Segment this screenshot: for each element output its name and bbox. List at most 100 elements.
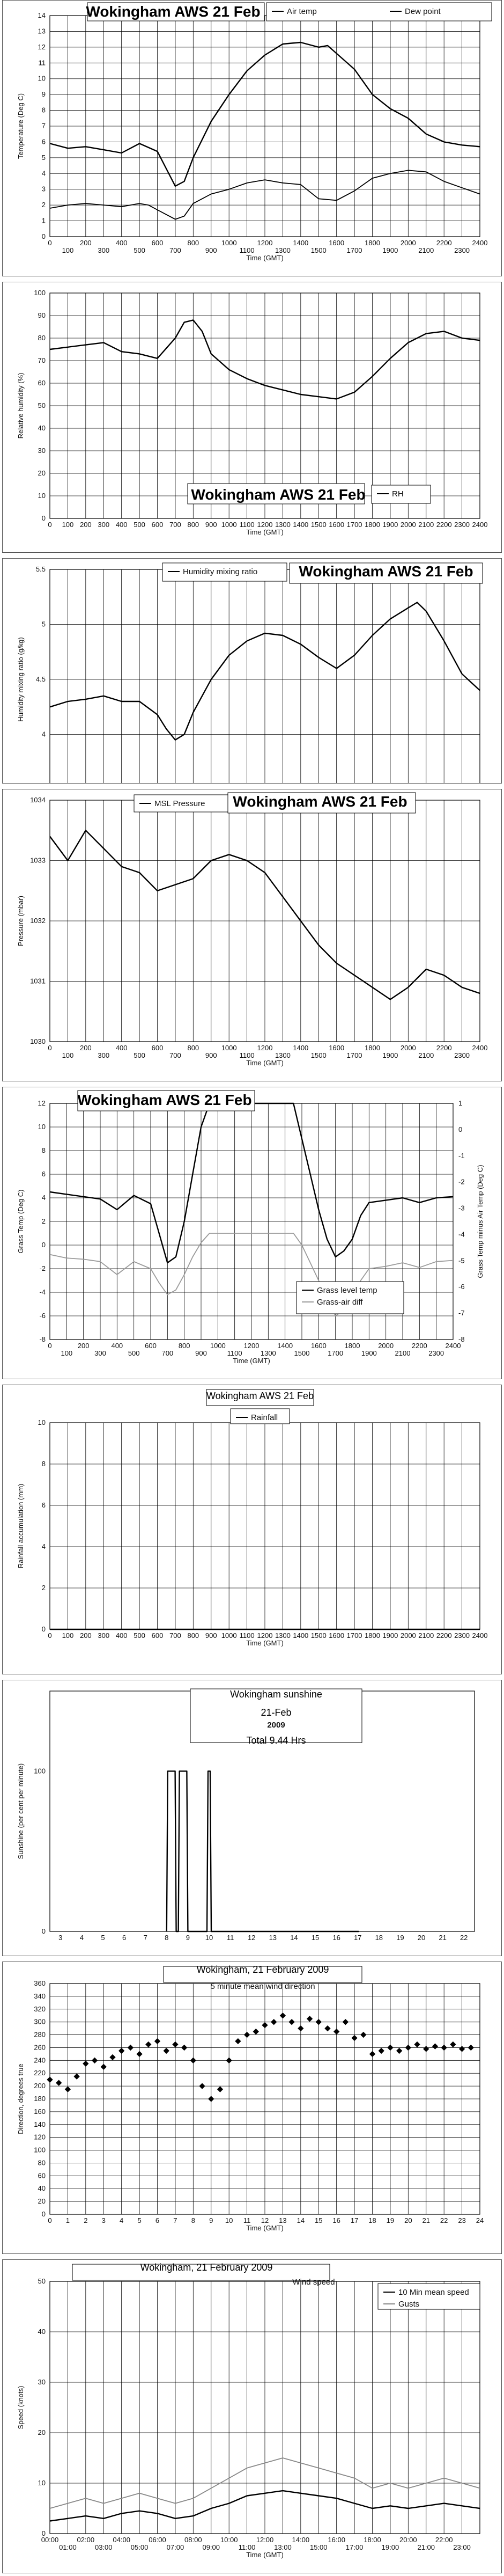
x-tick-label: 200 — [78, 1342, 90, 1350]
y-tick-label: 1033 — [30, 857, 46, 865]
y-axis-label: Direction, degrees true — [17, 2063, 25, 2134]
x-tick-label: 2000 — [401, 1044, 416, 1052]
x-tick-label: 17 — [354, 1934, 361, 1942]
x-tick-label: 21 — [439, 1934, 446, 1942]
x-tick-label: 16:00 — [328, 2536, 345, 2544]
y-tick-label: 220 — [34, 2069, 46, 2077]
x-tick-label: 1300 — [275, 1051, 291, 1059]
x-tick-label: 800 — [187, 1631, 199, 1640]
x-tick-label: 700 — [169, 521, 181, 529]
x-tick-label: 1000 — [221, 521, 237, 529]
x-tick-label: 7 — [144, 1934, 147, 1942]
chart-panel-3: 3.544.555.502004006008001000120014001600… — [2, 558, 502, 784]
x-axis-label: Time (GMT) — [246, 254, 284, 262]
x-tick-label: 05:00 — [131, 2543, 149, 2551]
legend-box — [377, 2283, 480, 2310]
x-tick-label: 1900 — [382, 246, 398, 254]
y-tick-label: 40 — [38, 424, 46, 432]
y-tick-label: 3 — [42, 185, 46, 193]
chart-svg-4: 1030 1031 1032 1033 1034 0 200 400 600 800 1000 120… — [17, 792, 487, 1067]
x-tick-label: 1500 — [311, 1051, 327, 1059]
legend-entry: Air temp — [287, 7, 317, 16]
series-line-1 — [49, 2490, 480, 2522]
x-tick-label: 1800 — [365, 1631, 380, 1640]
scatter-point — [199, 2083, 205, 2089]
chart-panel-7: 0 100 3 4 5 6 7 8 9 10 11 12 13 14 15 16 17 18 19 20 21 22 Sun… — [2, 1680, 502, 1956]
x-tick-label: 14 — [297, 2216, 305, 2224]
x-axis-label: Time (GMT) — [246, 528, 284, 536]
x-tick-label: 17 — [351, 2216, 358, 2224]
x-tick-label: 1200 — [257, 239, 273, 247]
y-tick-label: 0 — [42, 1625, 46, 1633]
scatter-point — [172, 2041, 179, 2048]
scatter-point — [387, 2044, 394, 2051]
chart-title: Wokingham AWS 21 Feb — [206, 1391, 314, 1401]
y-tick-label: 10 — [38, 1418, 46, 1426]
x-tick-label: 9 — [186, 1934, 190, 1942]
chart-title: Wokingham, 21 February 2009 — [140, 2262, 273, 2273]
y-right-tick-label: -2 — [458, 1178, 465, 1186]
scatter-point — [333, 2028, 340, 2035]
x-tick-label: 08:00 — [184, 2536, 202, 2544]
scatter-point — [351, 2035, 358, 2041]
chart-panel-1: 0 1 2 3 4 5 6 7 8 9 10 11 12 13 14 0 200 400 600 800 1000 120… — [2, 0, 502, 276]
y-tick-label: 8 — [42, 1460, 46, 1468]
x-tick-label: 19 — [396, 1934, 404, 1942]
x-tick-label: 20 — [418, 1934, 425, 1942]
scatter-point — [154, 2038, 161, 2045]
series-line-2 — [49, 1233, 454, 1316]
scatter-point — [298, 2025, 304, 2032]
x-tick-label: 1000 — [221, 239, 237, 247]
y-tick-label: 4 — [42, 1542, 46, 1550]
scatter-point — [396, 2047, 403, 2054]
y-right-tick-label: -6 — [458, 1283, 465, 1291]
x-tick-label: 300 — [98, 1051, 109, 1059]
x-tick-label: 300 — [98, 246, 109, 254]
x-tick-label: 6 — [122, 1934, 126, 1942]
y-tick-label: 7 — [42, 122, 46, 130]
x-tick-label: 4 — [80, 1934, 84, 1942]
x-tick-label: 900 — [195, 1349, 207, 1357]
x-tick-label: 9 — [209, 2216, 213, 2224]
y-tick-label: 10 — [38, 1123, 46, 1131]
x-tick-label: 10 — [225, 2216, 233, 2224]
x-axis-label: Time (GMT) — [246, 1639, 284, 1647]
x-tick-label: 0 — [48, 1342, 51, 1350]
y-tick-label: 80 — [38, 334, 46, 342]
legend-entry: MSL Pressure — [154, 799, 205, 808]
x-tick-label: 2 — [84, 2216, 87, 2224]
y-tick-label: 5 — [42, 620, 46, 628]
x-tick-label: 2400 — [472, 521, 488, 529]
x-tick-label: 1000 — [210, 1342, 226, 1350]
y-tick-label: -6 — [39, 1312, 46, 1320]
scatter-point — [83, 2060, 89, 2067]
y-tick-label: -4 — [39, 1288, 46, 1296]
title-box — [227, 792, 416, 814]
title-box — [77, 1090, 255, 1111]
x-tick-label: 1700 — [347, 521, 362, 529]
x-tick-label: 3 — [58, 1934, 62, 1942]
y-right-tick-label: -7 — [458, 1309, 465, 1317]
scatter-point — [369, 2051, 376, 2058]
scatter-point — [47, 2076, 53, 2083]
y-tick-label: 120 — [34, 2133, 46, 2141]
legend-entry: RH — [392, 489, 404, 499]
x-tick-label: 22 — [460, 1934, 468, 1942]
x-axis-label: Time (GMT) — [233, 1357, 270, 1365]
y-tick-label: 4 — [42, 730, 46, 738]
x-tick-label: 500 — [134, 246, 145, 254]
x-tick-label: 2000 — [401, 1631, 416, 1640]
x-tick-label: 400 — [111, 1342, 123, 1350]
x-tick-label: 2400 — [446, 1342, 461, 1350]
x-tick-label: 4 — [120, 2216, 123, 2224]
x-tick-label: 11 — [227, 1934, 234, 1942]
chart-title: Wokingham AWS 21 Feb — [233, 793, 407, 810]
legend-entry: Rainfall — [251, 1413, 278, 1422]
y-right-tick-label: -3 — [458, 1204, 465, 1212]
x-tick-label: 18:00 — [364, 2536, 381, 2544]
y-tick-label: 12 — [38, 1099, 46, 1107]
x-tick-label: 13 — [279, 2216, 286, 2224]
x-tick-label: 1800 — [365, 521, 380, 529]
x-tick-label: 00:00 — [41, 2536, 59, 2544]
y-tick-label: 50 — [38, 2277, 46, 2285]
